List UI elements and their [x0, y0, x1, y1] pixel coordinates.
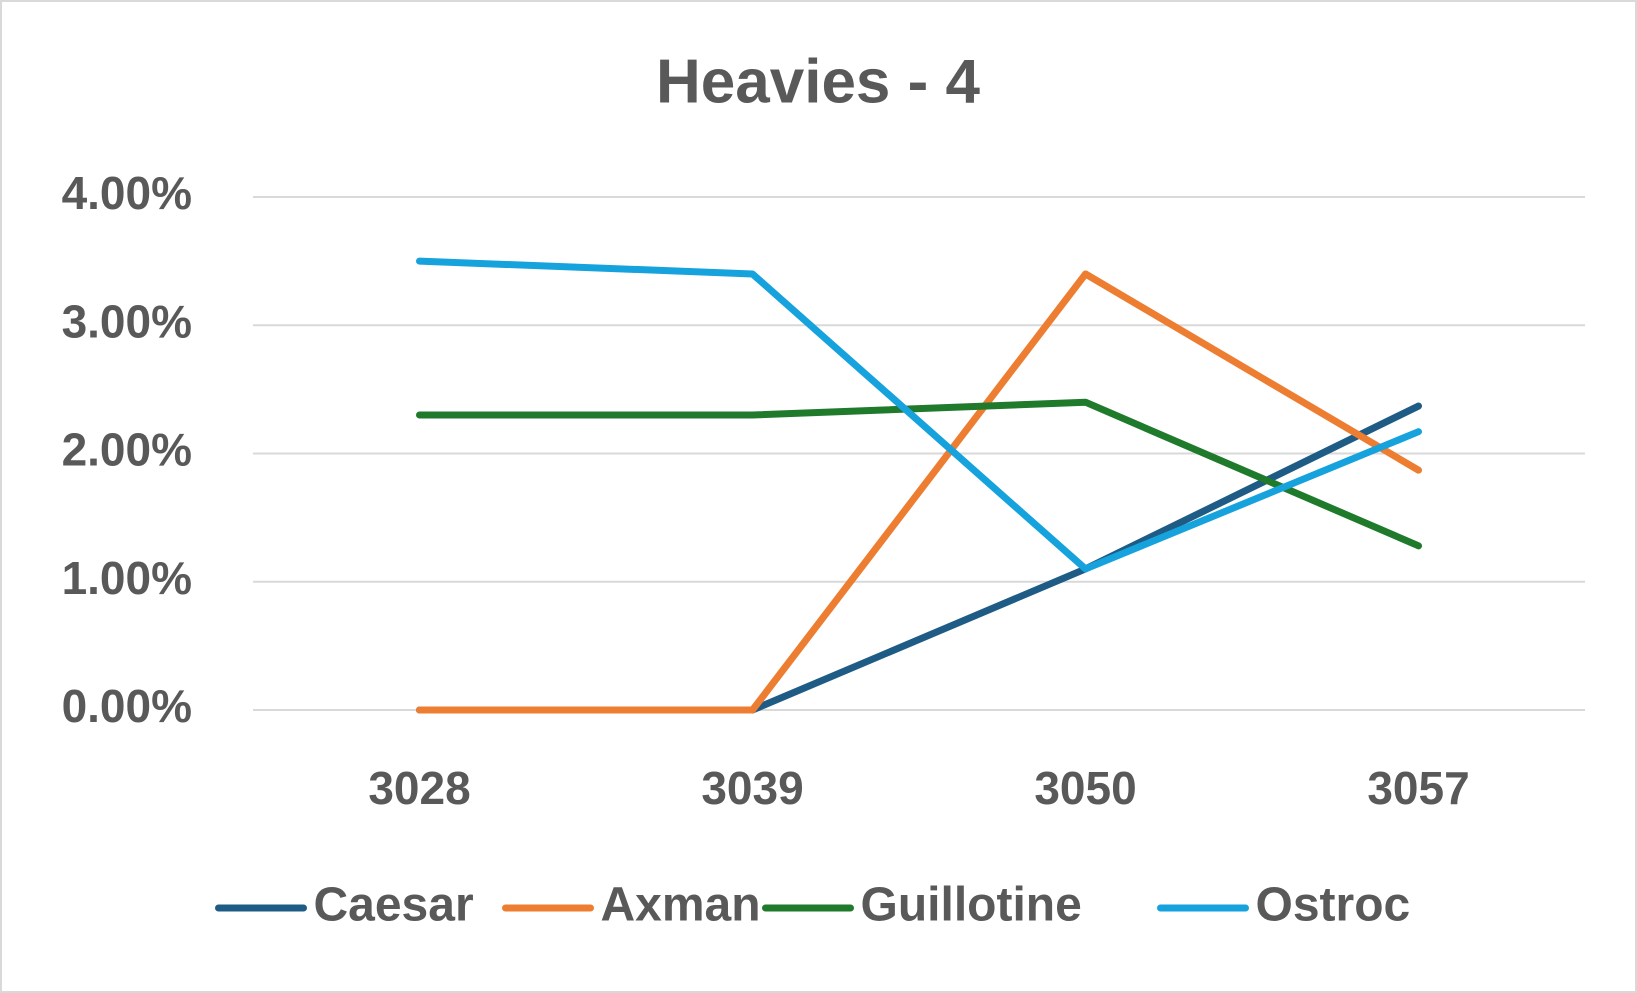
legend-label: Guillotine: [861, 879, 1082, 932]
legend-label: Caesar: [314, 879, 474, 932]
x-tick-label: 3057: [1367, 762, 1469, 814]
y-tick-label: 3.00%: [62, 295, 192, 347]
data-line: [416, 257, 1422, 573]
data-line: [416, 270, 1422, 714]
y-tick-label: 0.00%: [62, 680, 192, 732]
data-line: [416, 398, 1422, 550]
x-tick-label: 3028: [368, 762, 470, 814]
y-tick-label: 1.00%: [62, 552, 192, 604]
y-tick-label: 2.00%: [62, 424, 192, 476]
y-tick-label: 4.00%: [62, 167, 192, 219]
legend-label: Ostroc: [1256, 879, 1411, 932]
x-tick-label: 3039: [701, 762, 803, 814]
legend-label: Axman: [601, 879, 761, 932]
x-tick-label: 3050: [1034, 762, 1136, 814]
chart-title: Heavies - 4: [656, 47, 981, 116]
